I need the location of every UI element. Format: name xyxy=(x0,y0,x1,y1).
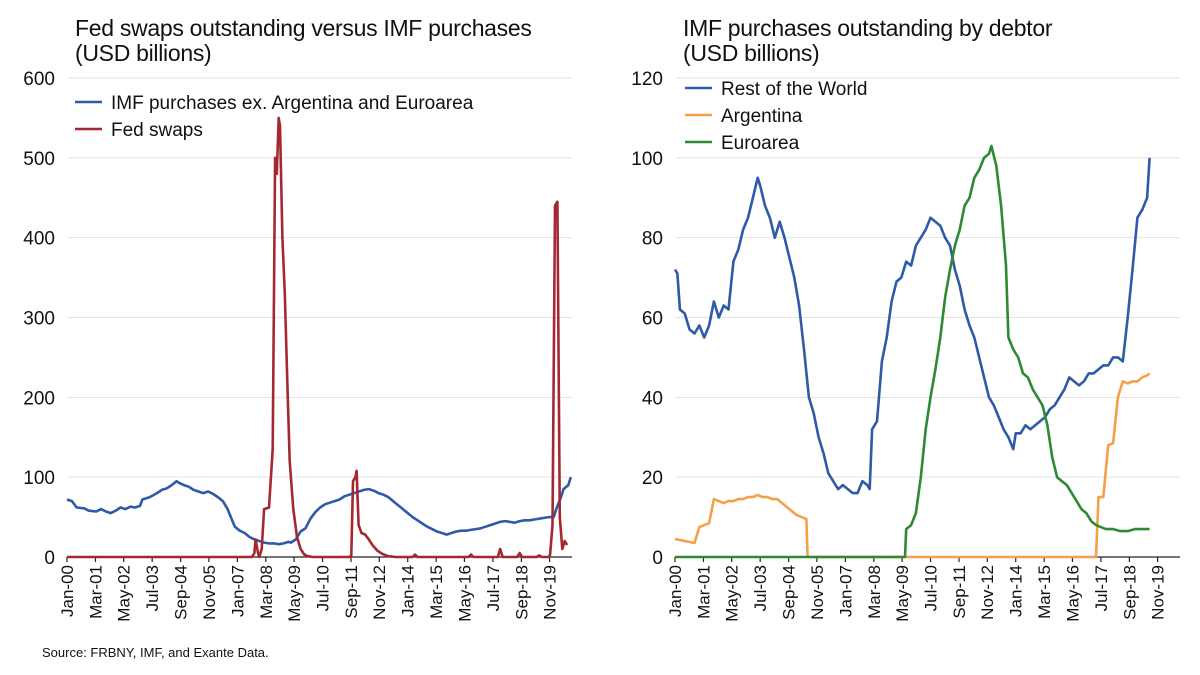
left-legend-label-0: IMF purchases ex. Argentina and Euroarea xyxy=(111,93,474,114)
right-chart-subtitle: (USD billions) xyxy=(683,40,820,66)
right-xtick-label: Nov-05 xyxy=(808,565,827,620)
left-xtick-label: Jan-00 xyxy=(58,565,77,617)
right-xtick-label: May-09 xyxy=(893,565,912,622)
left-ytick-label: 500 xyxy=(23,149,55,170)
left-xtick-label: Jul-03 xyxy=(143,565,162,611)
right-xtick-label: Jul-17 xyxy=(1092,565,1111,611)
right-xtick-label: Jan-07 xyxy=(836,565,855,617)
right-xtick-label: Sep-11 xyxy=(950,565,969,619)
right-xtick-label: May-16 xyxy=(1063,565,1082,622)
right-xtick-label: Mar-08 xyxy=(865,565,884,619)
right-ytick-label: 20 xyxy=(642,468,663,489)
left-chart-subtitle: (USD billions) xyxy=(75,40,212,66)
right-ytick-label: 40 xyxy=(642,388,663,409)
left-xtick-label: Sep-04 xyxy=(172,565,191,620)
right-xtick-label: Nov-19 xyxy=(1149,565,1168,620)
left-xtick-label: Nov-12 xyxy=(370,565,389,620)
left-xtick-label: Mar-01 xyxy=(86,565,105,619)
right-xtick-label: Jan-00 xyxy=(666,565,685,617)
left-xtick-label: Jul-10 xyxy=(314,565,333,611)
source-note: Source: FRBNY, IMF, and Exante Data. xyxy=(42,645,269,660)
right-ytick-label: 60 xyxy=(642,309,663,330)
right-legend-label-0: Rest of the World xyxy=(721,79,867,100)
right-chart-title: IMF purchases outstanding by debtor (USD… xyxy=(683,16,1183,66)
left-xtick-label: Nov-05 xyxy=(200,565,219,620)
right-xtick-label: Mar-15 xyxy=(1035,565,1054,619)
left-xtick-label: Sep-11 xyxy=(342,565,361,619)
left-xtick-label: May-02 xyxy=(115,565,134,622)
right-legend-label-1: Argentina xyxy=(721,106,803,127)
right-legend-label-2: Euroarea xyxy=(721,133,800,154)
right-xtick-label: Mar-01 xyxy=(694,565,713,619)
left-series-line-0 xyxy=(66,476,573,546)
left-ytick-label: 300 xyxy=(23,309,55,330)
left-xtick-label: Jul-17 xyxy=(484,565,503,611)
left-xtick-label: Nov-19 xyxy=(541,565,560,620)
right-ytick-label: 0 xyxy=(652,548,663,569)
left-xtick-label: May-09 xyxy=(285,565,304,622)
left-series-line-1 xyxy=(67,116,569,559)
left-chart-title-main: Fed swaps outstanding versus IMF purchas… xyxy=(75,15,532,41)
left-ytick-label: 200 xyxy=(23,388,55,409)
right-series-line-2 xyxy=(675,144,1150,559)
left-xtick-label: Jan-14 xyxy=(399,565,418,617)
right-xtick-label: Nov-12 xyxy=(978,565,997,620)
right-xtick-label: Sep-04 xyxy=(780,565,799,620)
right-ytick-label: 80 xyxy=(642,229,663,250)
left-ytick-label: 100 xyxy=(23,468,55,489)
left-ytick-label: 0 xyxy=(44,548,55,569)
left-ytick-label: 600 xyxy=(23,69,55,90)
right-xtick-label: May-02 xyxy=(723,565,742,622)
left-xtick-label: Mar-08 xyxy=(257,565,276,619)
left-legend-label-1: Fed swaps xyxy=(111,120,203,141)
right-xtick-label: Jan-14 xyxy=(1007,565,1026,617)
right-series-line-0 xyxy=(673,157,1151,495)
right-series-line-1 xyxy=(674,372,1151,559)
right-xtick-label: Sep-18 xyxy=(1120,565,1139,620)
left-xtick-label: Mar-15 xyxy=(427,565,446,619)
left-xtick-label: May-16 xyxy=(455,565,474,622)
right-chart-title-main: IMF purchases outstanding by debtor xyxy=(683,15,1053,41)
right-xtick-label: Jul-10 xyxy=(922,565,941,611)
left-ytick-label: 400 xyxy=(23,229,55,250)
right-ytick-label: 100 xyxy=(631,149,663,170)
right-xtick-label: Jul-03 xyxy=(751,565,770,611)
left-xtick-label: Jan-07 xyxy=(228,565,247,617)
right-ytick-label: 120 xyxy=(631,69,663,90)
left-xtick-label: Sep-18 xyxy=(512,565,531,620)
left-chart-title: Fed swaps outstanding versus IMF purchas… xyxy=(75,16,575,66)
